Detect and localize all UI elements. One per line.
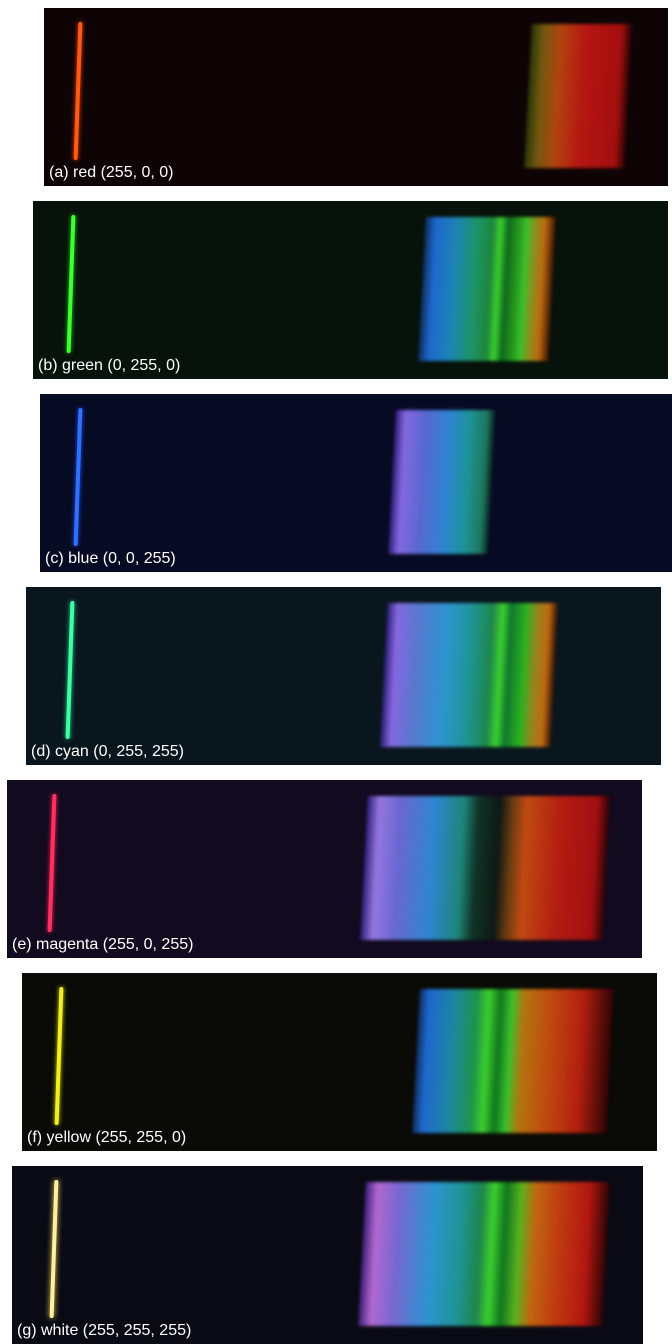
spectrum-photo: (b) green (0, 255, 0) (33, 201, 668, 379)
spectrum (360, 796, 610, 940)
slit (49, 1180, 59, 1318)
spectrum-photo: (c) blue (0, 0, 255) (40, 394, 672, 572)
spectrum (412, 989, 614, 1133)
caption: (b) green (0, 255, 0) (38, 357, 181, 374)
caption: (e) magenta (255, 0, 255) (12, 936, 194, 953)
slit (73, 408, 83, 546)
spectrum-photo: (e) magenta (255, 0, 255) (7, 780, 642, 958)
slit (54, 987, 64, 1125)
spectrum-photo: (f) yellow (255, 255, 0) (22, 973, 657, 1151)
spectrum (418, 217, 556, 361)
slit (73, 22, 83, 160)
caption: (d) cyan (0, 255, 255) (31, 743, 184, 760)
spectrum (388, 410, 496, 554)
spectrum (524, 24, 632, 168)
caption: (g) white (255, 255, 255) (17, 1322, 192, 1339)
caption: (a) red (255, 0, 0) (49, 164, 174, 181)
spectrum-photo: (a) red (255, 0, 0) (44, 8, 668, 186)
slit (47, 794, 57, 932)
caption: (f) yellow (255, 255, 0) (27, 1129, 187, 1146)
spectrum (358, 1182, 610, 1326)
spectrum-photo: (d) cyan (0, 255, 255) (26, 587, 661, 765)
spectrum (380, 603, 558, 747)
slit (66, 215, 76, 353)
spectrum-photo: (g) white (255, 255, 255) (12, 1166, 643, 1344)
caption: (c) blue (0, 0, 255) (45, 550, 176, 567)
slit (65, 601, 75, 739)
